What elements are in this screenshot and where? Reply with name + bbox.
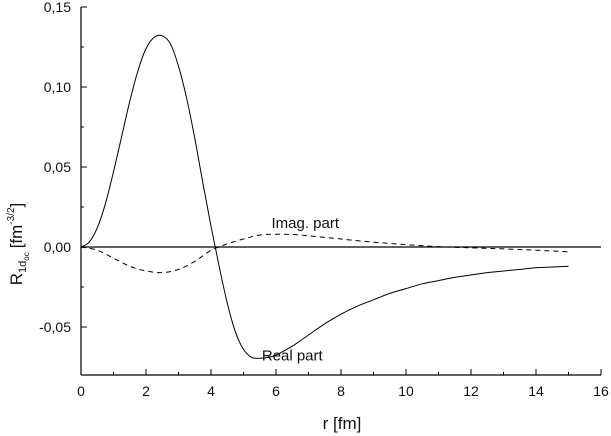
y-axis-label-unit-open: [fm <box>7 225 26 249</box>
x-tick-label: 10 <box>398 383 414 399</box>
annotation-layer: Imag. part Real part <box>262 215 340 365</box>
series-layer <box>80 34 569 359</box>
y-axis-label-unit-exp: -3/2 <box>6 207 17 225</box>
y-tick-label: 0,15 <box>44 0 71 15</box>
x-tick-label: 14 <box>528 383 544 399</box>
x-axis-label: r [fm] <box>323 414 362 433</box>
y-axis-label-unit-close: ] <box>7 203 26 208</box>
y-axis-label-subscript: 1d <box>17 261 29 273</box>
x-tick-label: 8 <box>337 383 345 399</box>
y-axis-label-sub-subscript: oc <box>22 252 31 260</box>
annotation-label: Real part <box>262 348 324 365</box>
series-line-real-part <box>80 34 569 359</box>
y-tick-label: 0,10 <box>44 79 71 95</box>
annotation-label: Imag. part <box>271 215 339 232</box>
y-tick-label: -0,05 <box>39 319 71 335</box>
x-tick-label: 2 <box>142 383 150 399</box>
y-tick-label: 0,05 <box>44 159 71 175</box>
ticks-layer: 0 2 4 6 8 10 12 14 16 -0,05 0,00 0,05 0,10 0,15 <box>39 0 609 399</box>
x-tick-label: 12 <box>463 383 479 399</box>
axes-frame <box>80 7 601 376</box>
x-tick-label: 6 <box>272 383 280 399</box>
x-tick-label: 16 <box>593 383 609 399</box>
y-axis-label: R1doc [fm-3/2] <box>6 203 31 286</box>
y-axis-label-main: R <box>7 273 26 285</box>
x-tick-label: 0 <box>77 383 85 399</box>
y-tick-label: 0,00 <box>44 239 71 255</box>
x-tick-label: 4 <box>207 383 215 399</box>
series-line-imag-part <box>80 233 569 274</box>
